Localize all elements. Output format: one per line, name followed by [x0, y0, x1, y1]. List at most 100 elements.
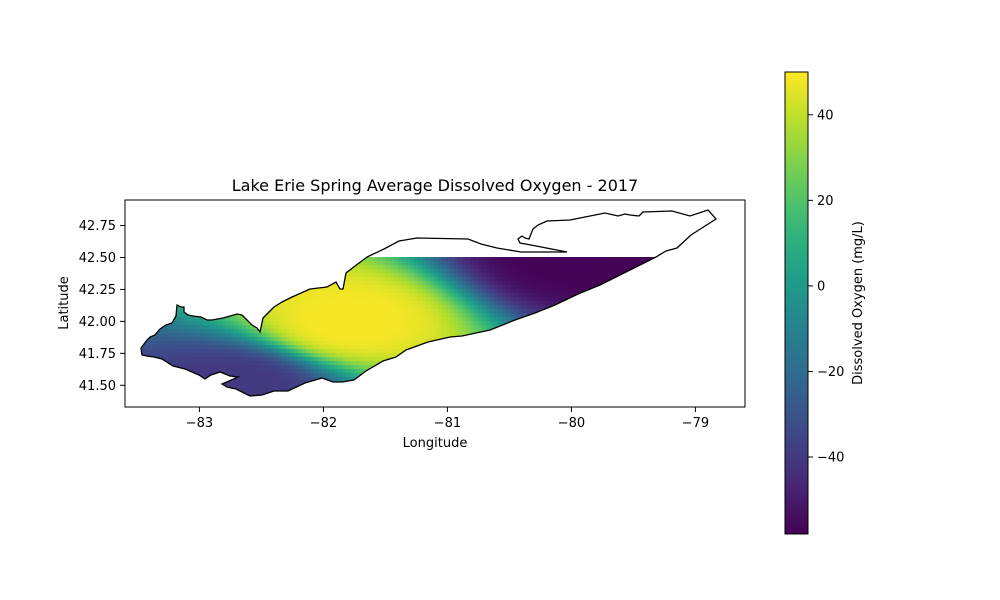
heat-cell: [670, 381, 675, 386]
heat-cell: [206, 337, 211, 342]
heat-cell: [514, 313, 519, 318]
heat-cell: [526, 293, 531, 298]
heat-cell: [454, 301, 459, 306]
heat-cell: [366, 393, 371, 396]
heat-cell: [298, 313, 303, 318]
heat-cell: [158, 353, 163, 358]
heat-cell: [198, 333, 203, 338]
heat-cell: [206, 257, 211, 262]
heat-cell: [434, 393, 439, 396]
heat-cell: [618, 385, 623, 390]
heat-cell: [682, 373, 687, 378]
heat-cell: [582, 341, 587, 346]
heat-cell: [474, 293, 479, 298]
heat-cell: [414, 281, 419, 286]
heat-cell: [606, 341, 611, 346]
heat-cell: [462, 369, 467, 374]
heat-cell: [142, 309, 147, 314]
heat-cell: [390, 337, 395, 342]
heat-cell: [426, 353, 431, 358]
heat-cell: [550, 293, 555, 298]
heat-cell: [538, 337, 543, 342]
heat-cell: [534, 365, 539, 370]
heat-cell: [550, 273, 555, 278]
heat-cell: [550, 285, 555, 290]
heat-cell: [186, 257, 191, 262]
heat-cell: [338, 257, 343, 262]
heat-cell: [546, 337, 551, 342]
heat-cell: [294, 261, 299, 266]
heat-cell: [662, 289, 667, 294]
heat-cell: [630, 389, 635, 394]
heat-cell: [322, 273, 327, 278]
heat-cell: [646, 321, 651, 326]
heat-cell: [234, 321, 239, 326]
heat-cell: [478, 285, 483, 290]
heat-cell: [170, 261, 175, 266]
heat-cell: [362, 269, 367, 274]
heat-cell: [526, 345, 531, 350]
heat-cell: [514, 393, 519, 396]
heat-cell: [514, 333, 519, 338]
heat-cell: [146, 345, 151, 350]
heat-cell: [386, 269, 391, 274]
heat-cell: [670, 277, 675, 282]
heat-cell: [678, 365, 683, 370]
heat-cell: [598, 309, 603, 314]
heat-cell: [194, 297, 199, 302]
heat-cell: [574, 337, 579, 342]
heat-cell: [194, 369, 199, 374]
heat-cell: [654, 365, 659, 370]
heat-cell: [562, 313, 567, 318]
heat-cell: [602, 269, 607, 274]
heat-cell: [646, 301, 651, 306]
heat-cell: [526, 377, 531, 382]
heat-cell: [290, 321, 295, 326]
heat-cell: [426, 373, 431, 378]
heat-cell: [158, 393, 163, 396]
heat-cell: [430, 337, 435, 342]
heat-cell: [326, 361, 331, 366]
heat-cell: [306, 373, 311, 378]
heat-cell: [298, 393, 303, 396]
heat-cell: [510, 333, 515, 338]
heat-cell: [522, 273, 527, 278]
heat-cell: [578, 257, 583, 262]
heat-cell: [218, 357, 223, 362]
heat-cell: [374, 345, 379, 350]
heat-cell: [226, 285, 231, 290]
heat-cell: [318, 269, 323, 274]
heat-cell: [330, 269, 335, 274]
heat-cell: [274, 365, 279, 370]
heat-cell: [454, 257, 459, 262]
heat-cell: [282, 357, 287, 362]
heat-cell: [182, 293, 187, 298]
heat-cell: [458, 305, 463, 310]
heat-cell: [670, 341, 675, 346]
heat-cell: [494, 337, 499, 342]
heat-cell: [174, 361, 179, 366]
heat-cell: [542, 361, 547, 366]
heat-cell: [186, 337, 191, 342]
heat-cell: [470, 341, 475, 346]
heat-cell: [454, 349, 459, 354]
heat-cell: [598, 365, 603, 370]
heat-cell: [458, 265, 463, 270]
heat-cell: [446, 317, 451, 322]
heat-cell: [542, 261, 547, 266]
heat-cell: [286, 325, 291, 330]
heat-cell: [182, 345, 187, 350]
heat-cell: [314, 373, 319, 378]
heat-cell: [650, 333, 655, 338]
heat-cell: [482, 333, 487, 338]
heat-cell: [630, 373, 635, 378]
heat-cell: [658, 365, 663, 370]
heat-cell: [270, 349, 275, 354]
heat-cell: [246, 349, 251, 354]
heat-cell: [406, 385, 411, 390]
heat-cell: [626, 325, 631, 330]
heat-cell: [174, 341, 179, 346]
heat-cell: [522, 289, 527, 294]
heat-cell: [618, 393, 623, 396]
heat-cell: [526, 381, 531, 386]
